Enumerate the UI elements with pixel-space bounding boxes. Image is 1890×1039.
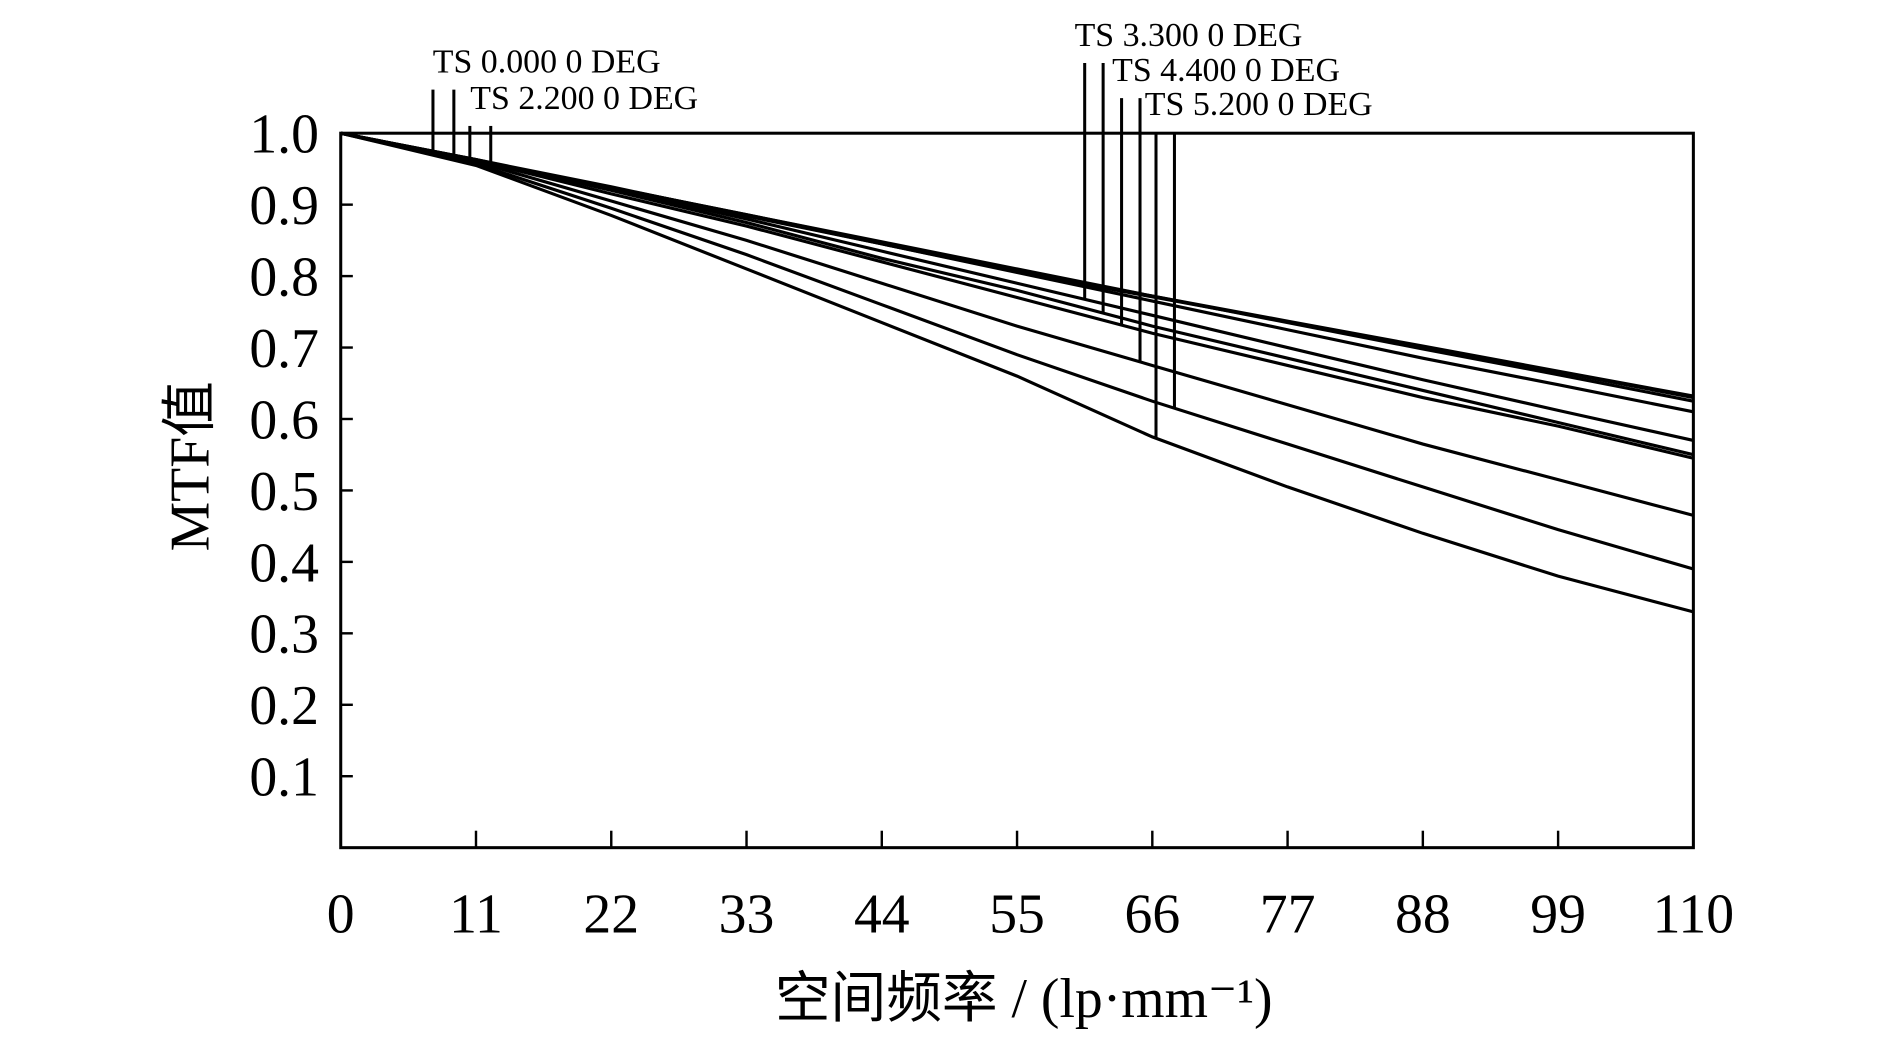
mtf-curve [340,131,1694,460]
y-tick-label: 0.1 [249,747,319,809]
x-tick-label: 0 [327,883,355,945]
x-tick-label: 33 [719,883,775,945]
x-tick-label: 77 [1260,883,1316,945]
x-tick-label: 66 [1124,883,1180,945]
series-label: TS 0.000 0 DEG [433,44,661,81]
x-axis-label: 空间频率 / (lp·mm⁻¹) [775,968,1273,1030]
series-label: TS 3.300 0 DEG [1075,17,1303,54]
mtf-curve [340,131,1694,571]
y-axis-label: MTF值 [160,381,222,551]
mtf-curve [340,131,1694,614]
y-tick-label: 0.7 [249,318,319,380]
mtf-curve [340,131,1694,517]
y-tick-label: 0.5 [249,461,319,523]
x-tick-label: 55 [989,883,1045,945]
x-tick-label: 22 [583,883,639,945]
y-tick-label: 1.0 [249,104,319,166]
series-label: TS 2.200 0 DEG [470,80,698,117]
x-tick-label: 11 [449,883,503,945]
y-tick-label: 0.4 [249,532,319,594]
x-tick-label: 99 [1530,883,1586,945]
x-tick-label: 110 [1653,883,1734,945]
mtf-curve [340,131,1694,457]
x-tick-label: 88 [1395,883,1451,945]
plot-frame [339,131,1695,850]
y-tick-label: 0.3 [249,604,319,666]
mtf-curve [340,131,1694,442]
y-tick-label: 0.6 [249,389,319,451]
series-label: TS 5.200 0 DEG [1145,86,1373,123]
y-tick-label: 0.2 [249,675,319,737]
y-tick-label: 0.8 [249,246,319,308]
x-tick-label: 44 [854,883,910,945]
series-label: TS 4.400 0 DEG [1112,52,1340,89]
y-tick-label: 0.9 [249,175,319,237]
